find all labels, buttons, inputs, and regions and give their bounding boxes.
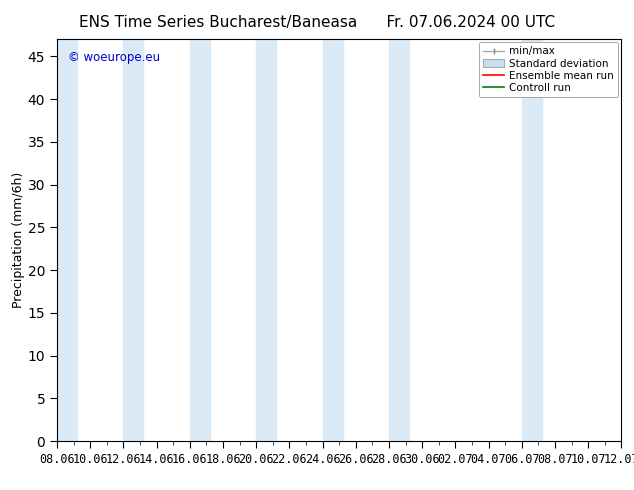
Bar bbox=[389, 39, 409, 441]
Bar bbox=[190, 39, 210, 441]
Text: ENS Time Series Bucharest/Baneasa      Fr. 07.06.2024 00 UTC: ENS Time Series Bucharest/Baneasa Fr. 07… bbox=[79, 15, 555, 30]
Bar bbox=[323, 39, 342, 441]
Bar bbox=[522, 39, 541, 441]
Bar bbox=[57, 39, 77, 441]
Legend: min/max, Standard deviation, Ensemble mean run, Controll run: min/max, Standard deviation, Ensemble me… bbox=[479, 42, 618, 97]
Y-axis label: Precipitation (mm/6h): Precipitation (mm/6h) bbox=[12, 172, 25, 308]
Bar bbox=[124, 39, 143, 441]
Text: © woeurope.eu: © woeurope.eu bbox=[68, 51, 160, 64]
Bar bbox=[256, 39, 276, 441]
